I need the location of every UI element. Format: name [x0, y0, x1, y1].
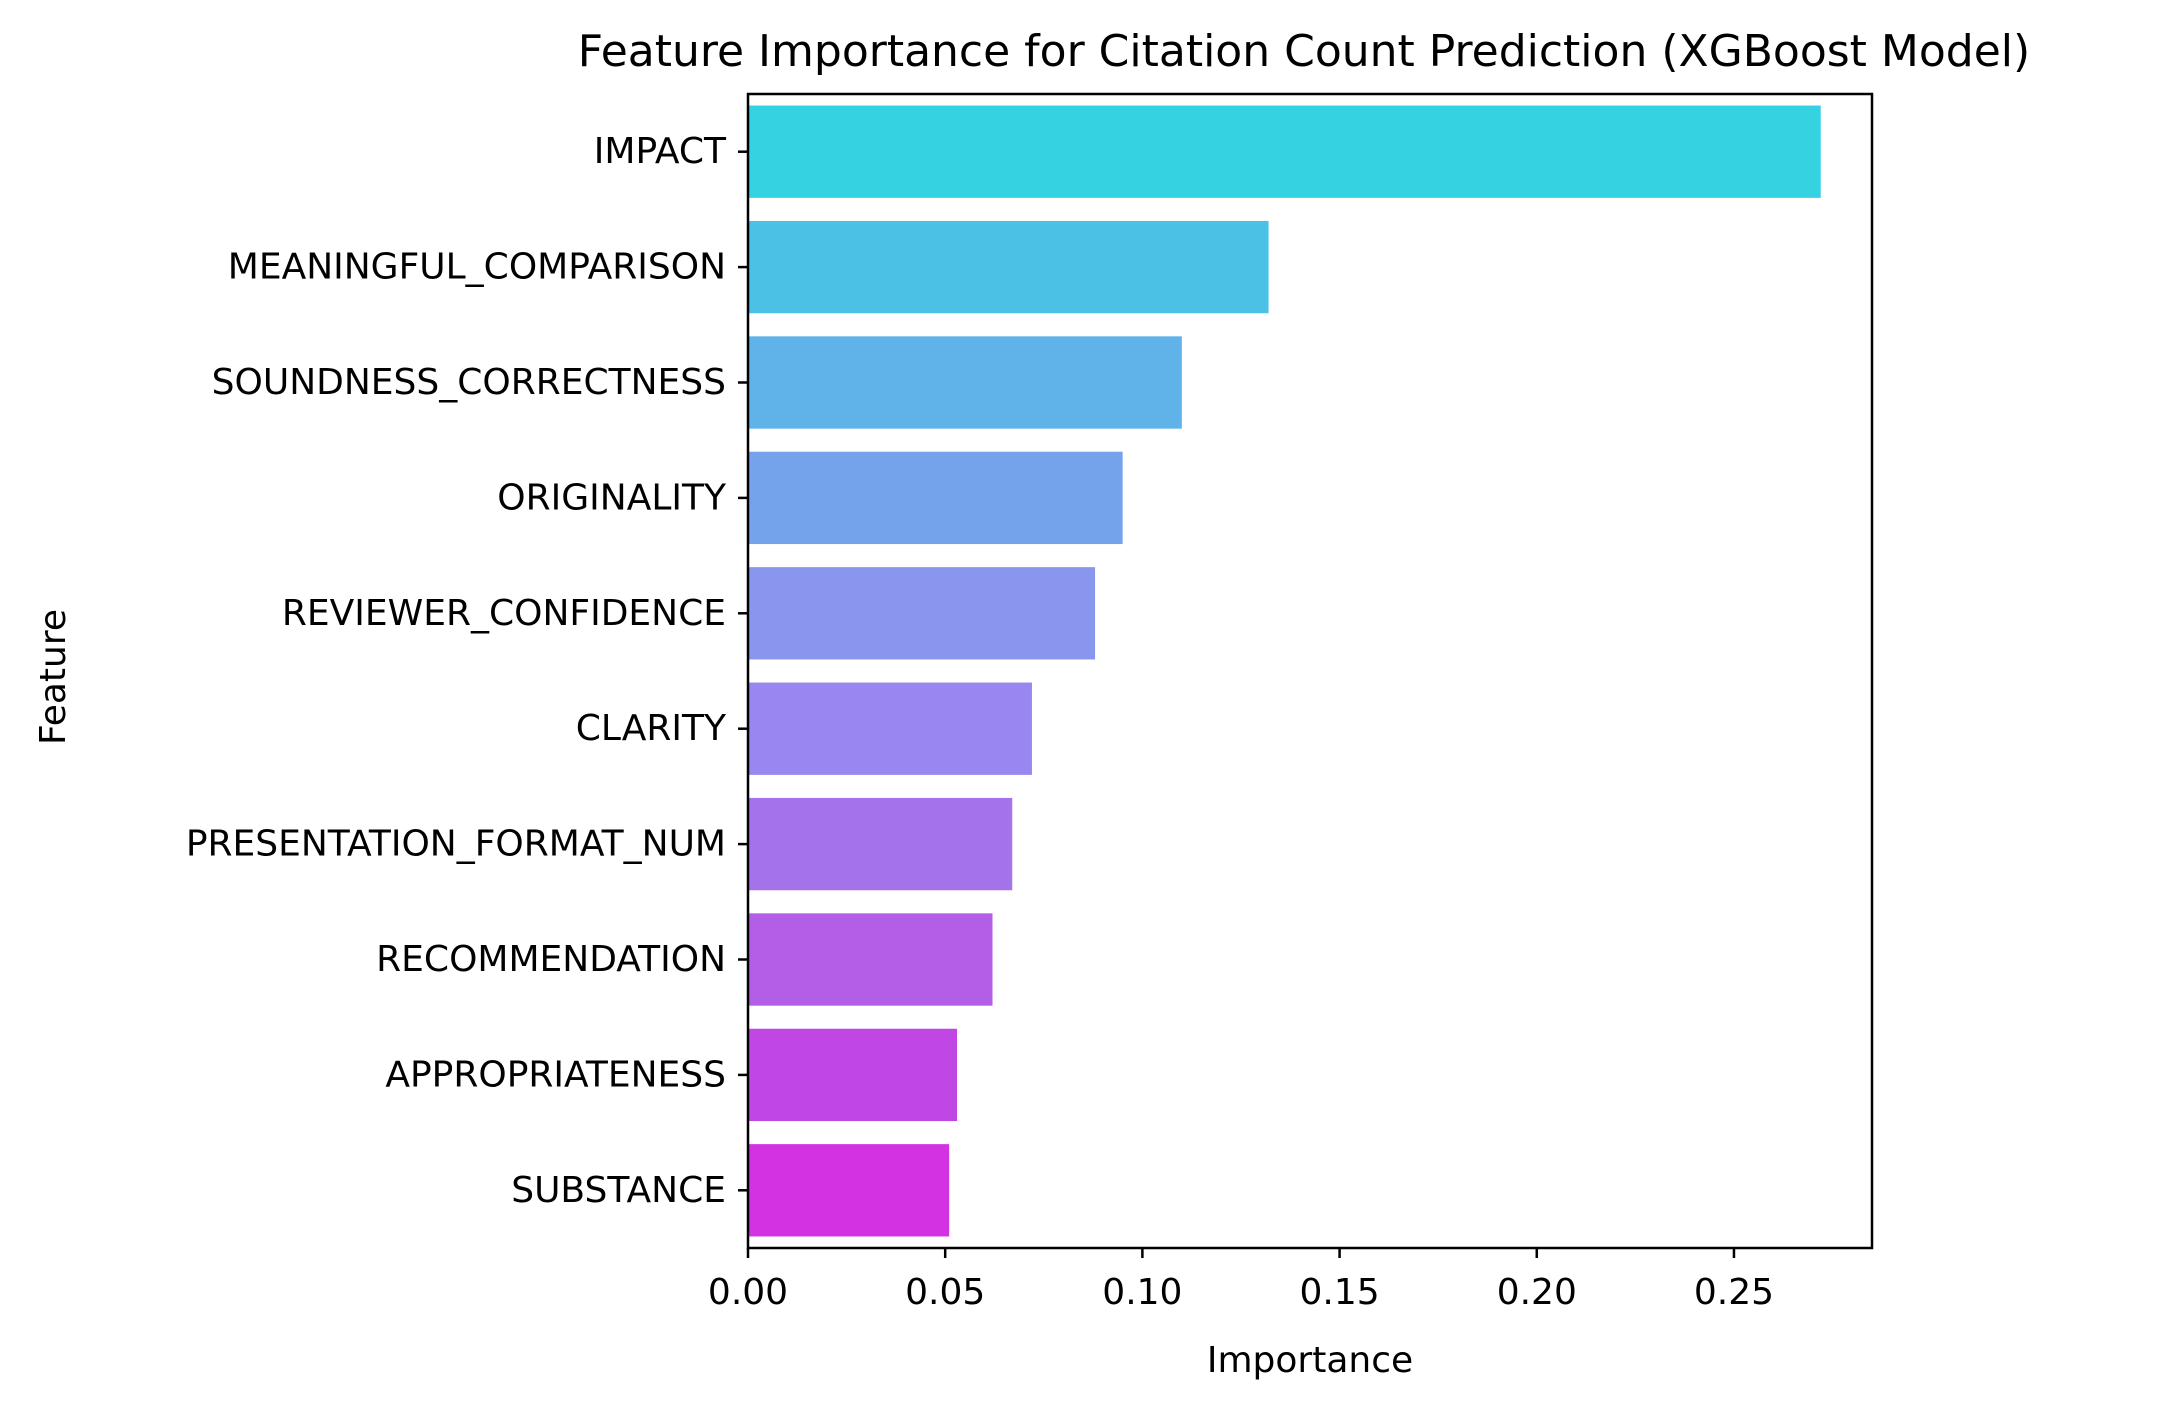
- y-tick-label: APPROPRIATENESS: [385, 1054, 726, 1095]
- x-tick-label: 0.15: [1300, 1272, 1380, 1313]
- x-tick-label: 0.25: [1694, 1272, 1774, 1313]
- x-tick-label: 0.00: [708, 1272, 788, 1313]
- bar-substance: [748, 1144, 950, 1237]
- x-tick-label: 0.20: [1497, 1272, 1577, 1313]
- x-tick-label: 0.10: [1102, 1272, 1182, 1313]
- y-tick-label: RECOMMENDATION: [376, 939, 726, 980]
- x-tick-label: 0.05: [905, 1272, 985, 1313]
- x-axis-ticks: 0.00 0.05 0.10 0.15 0.20 0.25: [708, 1248, 1774, 1313]
- y-tick-label: SOUNDNESS_CORRECTNESS: [212, 362, 726, 403]
- y-tick-label: REVIEWER_CONFIDENCE: [282, 593, 726, 634]
- y-tick-label: SUBSTANCE: [511, 1170, 726, 1211]
- bar-recommendation: [748, 913, 993, 1006]
- y-tick-label: IMPACT: [594, 131, 727, 172]
- bars-group: [748, 105, 1821, 1237]
- bar-clarity: [748, 682, 1032, 775]
- plot-frame: [746, 92, 1874, 1250]
- bar-reviewer-confidence: [748, 567, 1096, 660]
- y-tick-label: ORIGINALITY: [497, 477, 727, 518]
- bar-impact: [748, 105, 1821, 198]
- bar-appropriateness: [748, 1028, 958, 1122]
- y-tick-label: CLARITY: [576, 708, 727, 749]
- bar-originality: [748, 451, 1123, 545]
- x-axis-label: Importance: [1207, 1340, 1413, 1381]
- bar-meaningful-comparison: [748, 220, 1269, 314]
- chart-title: Feature Importance for Citation Count Pr…: [578, 26, 2030, 77]
- y-axis-ticks: IMPACT MEANINGFUL_COMPARISON SOUNDNESS_COR…: [186, 131, 748, 1211]
- y-axis-label: Feature: [33, 609, 74, 745]
- bar-presentation-format-num: [748, 797, 1013, 891]
- y-tick-label: MEANINGFUL_COMPARISON: [228, 247, 726, 288]
- bar-soundness-correctness: [748, 336, 1182, 429]
- y-tick-label: PRESENTATION_FORMAT_NUM: [186, 824, 726, 865]
